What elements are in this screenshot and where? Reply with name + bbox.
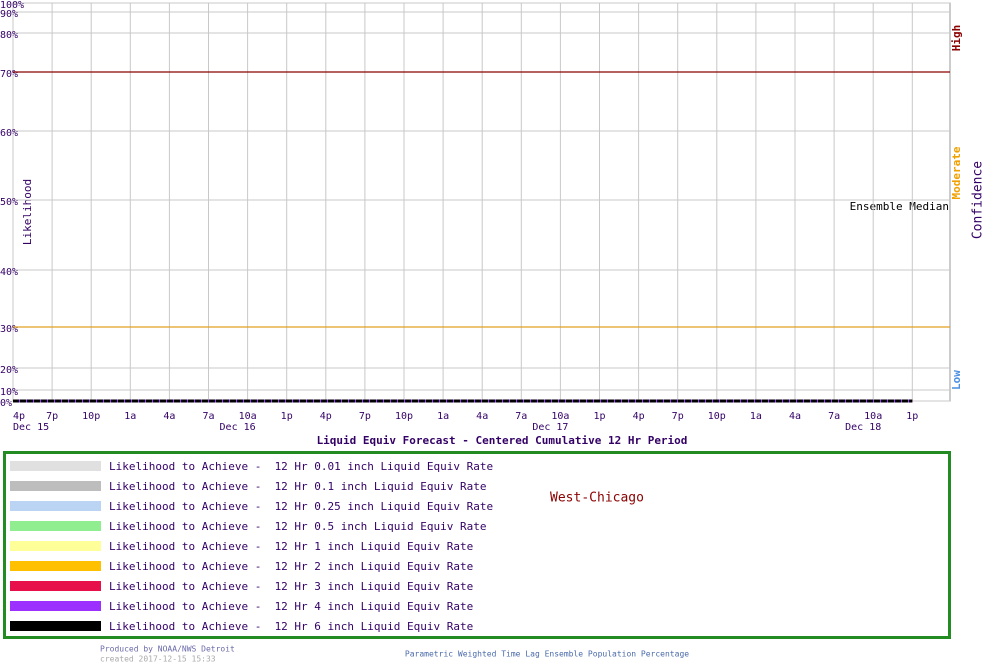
y-tick-label: 70% — [0, 69, 18, 80]
x-tick-label: 4p — [13, 411, 25, 422]
y-tick-label: 90% — [0, 9, 18, 20]
legend-label: Likelihood to Achieve - 12 Hr 6 inch Liq… — [109, 620, 473, 633]
y-tick-label: 60% — [0, 128, 18, 139]
date-label: Dec 18 — [845, 422, 881, 433]
x-tick-label: 7p — [46, 411, 58, 422]
x-tick-label: 7a — [828, 411, 840, 422]
x-tick-label: 10a — [551, 411, 569, 422]
x-tick-label: 10p — [708, 411, 726, 422]
y-tick-label: 40% — [0, 267, 18, 278]
legend-label: Likelihood to Achieve - 12 Hr 1 inch Liq… — [109, 540, 473, 553]
x-tick-label: 1p — [281, 411, 293, 422]
legend-swatch — [10, 541, 101, 551]
legend-box — [3, 451, 951, 639]
x-axis-title: Liquid Equiv Forecast - Centered Cumulat… — [317, 434, 688, 447]
x-tick-label: 1p — [906, 411, 918, 422]
location: West-Chicago — [550, 491, 644, 506]
legend-swatch — [10, 561, 101, 571]
x-tick-label: 7p — [359, 411, 371, 422]
created: created 2017-12-15 15:33 — [100, 655, 216, 664]
x-tick-label: 1p — [593, 411, 605, 422]
x-tick-label: 1a — [437, 411, 449, 422]
confidence-moderate: Moderate — [950, 146, 963, 199]
x-tick-label: 10a — [239, 411, 257, 422]
x-tick-label: 10p — [395, 411, 413, 422]
x-tick-label: 7p — [672, 411, 684, 422]
y-tick-label: 100% — [0, 0, 24, 11]
x-tick-label: 10p — [82, 411, 100, 422]
y-tick-label: 80% — [0, 30, 18, 41]
confidence-low: Low — [950, 370, 963, 390]
x-tick-label: 4a — [476, 411, 488, 422]
y-tick-label: 10% — [0, 387, 18, 398]
legend-swatch — [10, 621, 101, 631]
x-tick-label: 7a — [202, 411, 214, 422]
legend-swatch — [10, 601, 101, 611]
x-tick-label: 7a — [515, 411, 527, 422]
legend-label: Likelihood to Achieve - 12 Hr 0.5 inch L… — [109, 520, 487, 533]
legend-label: Likelihood to Achieve - 12 Hr 0.25 inch … — [109, 500, 493, 513]
legend-swatch — [10, 501, 101, 511]
x-tick-label: 4a — [163, 411, 175, 422]
date-label: Dec 16 — [220, 422, 256, 433]
legend-label: Likelihood to Achieve - 12 Hr 3 inch Liq… — [109, 580, 473, 593]
y-tick-label: 30% — [0, 324, 18, 335]
legend-swatch — [10, 521, 101, 531]
x-tick-label: 1a — [750, 411, 762, 422]
legend-swatch — [10, 481, 101, 491]
legend-swatch — [10, 581, 101, 591]
x-tick-label: 4p — [633, 411, 645, 422]
x-tick-label: 4p — [320, 411, 332, 422]
date-label: Dec 17 — [532, 422, 568, 433]
x-tick-label: 1a — [124, 411, 136, 422]
confidence-title: Confidence — [971, 161, 986, 239]
legend-label: Likelihood to Achieve - 12 Hr 4 inch Liq… — [109, 600, 473, 613]
x-tick-label: 4a — [789, 411, 801, 422]
y-axis-title: Likelihood — [21, 179, 34, 245]
legend-label: Likelihood to Achieve - 12 Hr 2 inch Liq… — [109, 560, 473, 573]
y-tick-label: 0% — [0, 398, 12, 409]
y-tick-label: 20% — [0, 365, 18, 376]
footer: Parametric Weighted Time Lag Ensemble Po… — [405, 650, 689, 659]
legend-label: Likelihood to Achieve - 12 Hr 0.1 inch L… — [109, 480, 487, 493]
date-label: Dec 15 — [13, 422, 49, 433]
annotation: Ensemble Median — [850, 200, 949, 213]
x-tick-label: 10a — [864, 411, 882, 422]
legend-label: Likelihood to Achieve - 12 Hr 0.01 inch … — [109, 460, 493, 473]
plot-frame — [12, 2, 951, 402]
credit: Produced by NOAA/NWS Detroit — [100, 645, 235, 654]
y-tick-label: 50% — [0, 197, 18, 208]
legend-swatch — [10, 461, 101, 471]
confidence-high: High — [950, 25, 963, 52]
